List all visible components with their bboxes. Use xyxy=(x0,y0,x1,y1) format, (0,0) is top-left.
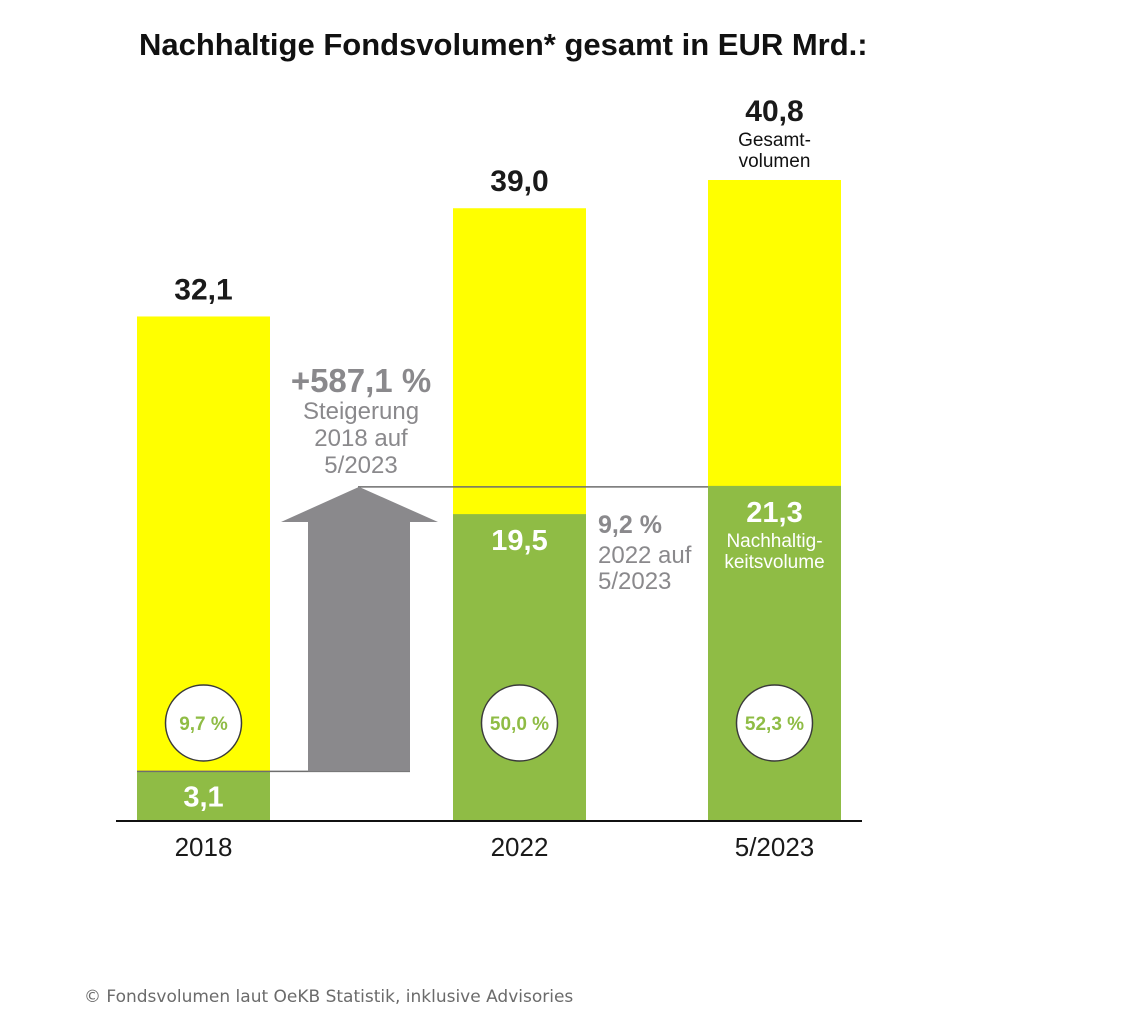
growth-short-text-line: 2022 auf xyxy=(598,542,692,569)
share-label: 50,0 % xyxy=(490,714,549,735)
sustainable-value-label: 19,5 xyxy=(491,525,547,557)
category-label: 2022 xyxy=(491,832,549,862)
growth-short-value: 9,2 % xyxy=(598,511,662,539)
total-value-label: 32,1 xyxy=(174,273,232,306)
sustainable-bar-2 xyxy=(708,485,841,820)
share-label: 9,7 % xyxy=(179,714,228,735)
growth-short-text-line: 5/2023 xyxy=(598,568,671,595)
share-circle xyxy=(735,684,814,762)
growth-long-text-line: 2018 auf xyxy=(314,425,408,452)
sustainable-value-label: 3,1 xyxy=(183,781,223,813)
total-value-label: 40,8 xyxy=(745,95,803,128)
share-circle xyxy=(164,684,243,762)
category-label: 5/2023 xyxy=(735,832,815,862)
growth-long-value: +587,1 % xyxy=(291,362,431,399)
total-note-line: Gesamt- xyxy=(738,130,811,151)
total-value-label: 39,0 xyxy=(490,165,548,198)
sustainable-bar-0 xyxy=(137,771,270,820)
share-circle xyxy=(480,684,559,762)
total-note-line: volumen xyxy=(739,151,811,172)
bar-labels: 32,1 3,1 9,7 % 2018 39,0 19,5 50,0 % 2022 40,8 21… xyxy=(164,95,825,862)
sustainable-value-label: 21,3 xyxy=(746,497,802,529)
sustainable-note-line: keitsvolume xyxy=(724,552,824,573)
category-label: 2018 xyxy=(175,832,233,862)
sustainable-note-line: Nachhaltig- xyxy=(726,531,822,552)
growth-long-text-line: 5/2023 xyxy=(324,452,397,479)
growth-arrow xyxy=(281,486,438,772)
share-label: 52,3 % xyxy=(745,714,804,735)
chart-title: Nachhaltige Fondsvolumen* gesamt in EUR … xyxy=(139,27,868,62)
growth-long-text-line: Steigerung xyxy=(303,398,419,425)
sustainable-bar-1 xyxy=(453,514,586,820)
footer-source-note: © Fondsvolumen laut OeKB Statistik, inkl… xyxy=(84,987,574,1007)
